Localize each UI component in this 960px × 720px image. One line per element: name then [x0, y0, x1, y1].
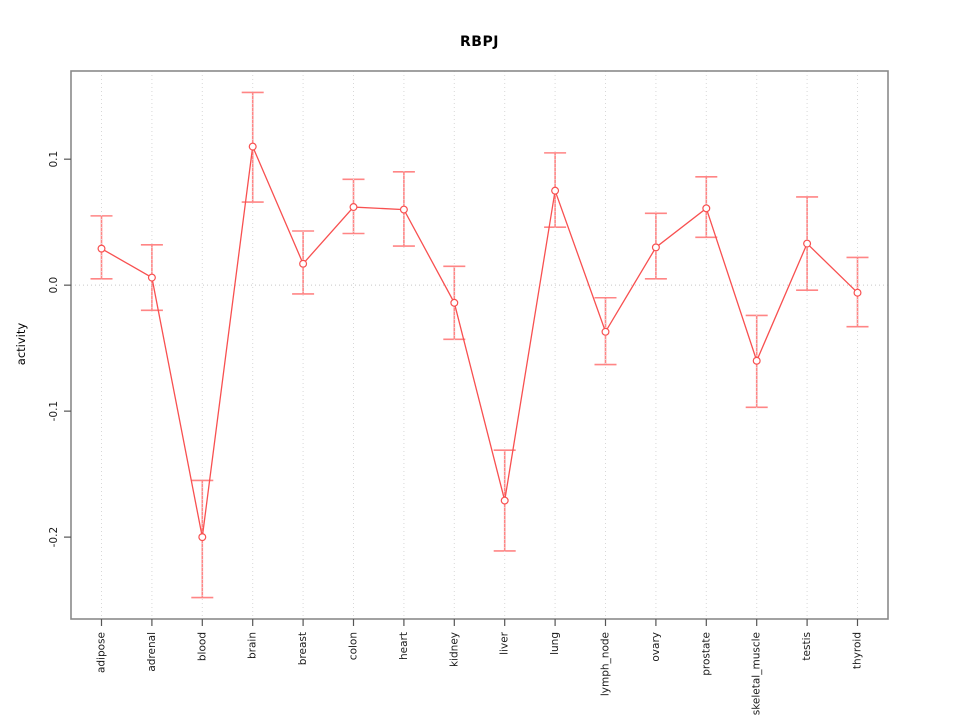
- x-tick-label: brain: [247, 632, 259, 659]
- data-point-marker: [752, 356, 761, 365]
- x-tick-label: blood: [196, 632, 208, 661]
- y-tick-label: -0.2: [48, 527, 60, 548]
- data-point-marker: [651, 243, 660, 252]
- data-point-marker: [299, 259, 308, 268]
- x-tick-label: skeletal_muscle: [751, 632, 763, 715]
- x-tick-label: lymph_node: [600, 632, 612, 696]
- y-tick-label: -0.1: [48, 401, 60, 422]
- plot-border: [70, 70, 889, 620]
- data-point-marker: [248, 142, 257, 151]
- data-point-marker: [349, 203, 358, 212]
- x-tick-label: breast: [297, 632, 309, 665]
- data-point-marker: [601, 327, 610, 336]
- x-tick-label: prostate: [700, 632, 712, 676]
- data-point-marker: [853, 288, 862, 297]
- data-point-marker: [97, 244, 106, 253]
- y-tick-label: 0.0: [48, 277, 60, 294]
- x-tick-label: adipose: [96, 632, 108, 673]
- data-point-marker: [702, 204, 711, 213]
- x-tick-label: ovary: [650, 632, 662, 662]
- x-tick-label: liver: [499, 631, 511, 655]
- x-tick-label: adrenal: [146, 632, 158, 672]
- y-tick-label: 0.1: [48, 151, 60, 168]
- data-point-marker: [450, 298, 459, 307]
- chart-title: RBPJ: [460, 34, 499, 50]
- x-tick-label: colon: [348, 632, 360, 660]
- data-point-marker: [500, 496, 509, 505]
- data-point-marker: [803, 239, 812, 248]
- x-tick-label: heart: [398, 632, 410, 660]
- data-point-marker: [147, 273, 156, 282]
- x-tick-label: testis: [801, 632, 813, 661]
- data-point-marker: [399, 205, 408, 214]
- data-point-marker: [551, 186, 560, 195]
- data-point-marker: [198, 533, 207, 542]
- x-tick-label: lung: [549, 632, 561, 655]
- series-line: [101, 144, 858, 538]
- x-tick-label: thyroid: [852, 632, 864, 669]
- x-tick-label: kidney: [448, 632, 460, 667]
